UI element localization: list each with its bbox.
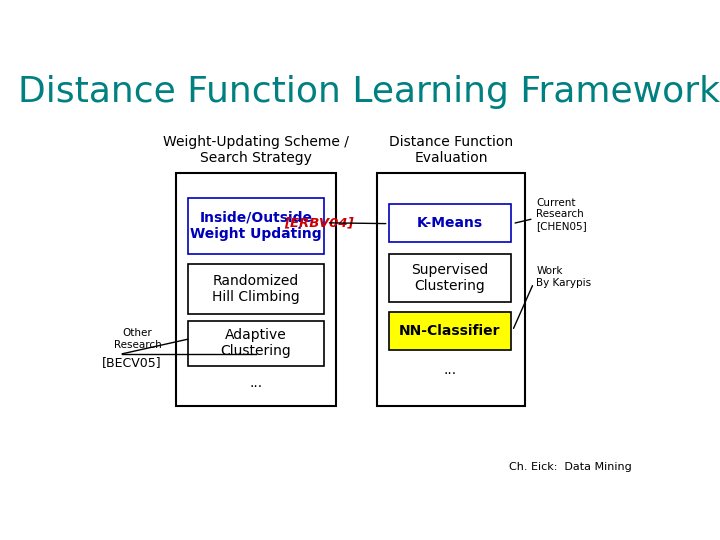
- Text: Distance Function
Evaluation: Distance Function Evaluation: [390, 135, 513, 165]
- Bar: [389, 204, 511, 241]
- Text: Ch. Eick:  Data Mining: Ch. Eick: Data Mining: [508, 462, 631, 472]
- Text: [ERBV04]: [ERBV04]: [284, 217, 354, 230]
- Bar: [389, 360, 511, 381]
- Text: Supervised
Clustering: Supervised Clustering: [411, 263, 489, 293]
- Bar: [188, 198, 324, 254]
- Text: NN-Classifier: NN-Classifier: [399, 324, 500, 338]
- Text: Inside/Outside
Weight Updating: Inside/Outside Weight Updating: [190, 211, 322, 241]
- Text: ...: ...: [249, 376, 263, 390]
- Bar: [188, 265, 324, 314]
- Bar: [389, 312, 511, 349]
- Bar: [188, 373, 324, 393]
- Text: Adaptive
Clustering: Adaptive Clustering: [220, 328, 292, 359]
- Bar: [377, 173, 526, 406]
- Bar: [188, 321, 324, 366]
- Text: Distance Function Learning Framework: Distance Function Learning Framework: [18, 75, 720, 109]
- Bar: [389, 254, 511, 302]
- Text: K-Means: K-Means: [417, 216, 483, 230]
- Text: Randomized
Hill Climbing: Randomized Hill Climbing: [212, 274, 300, 305]
- Text: ...: ...: [444, 363, 456, 377]
- Text: Weight-Updating Scheme /
Search Strategy: Weight-Updating Scheme / Search Strategy: [163, 135, 349, 165]
- Text: Work
By Karypis: Work By Karypis: [536, 266, 592, 288]
- Bar: [176, 173, 336, 406]
- Text: Current
Research
[CHEN05]: Current Research [CHEN05]: [536, 198, 587, 231]
- Text: Other
Research: Other Research: [114, 328, 161, 350]
- Text: [BECV05]: [BECV05]: [102, 356, 162, 369]
